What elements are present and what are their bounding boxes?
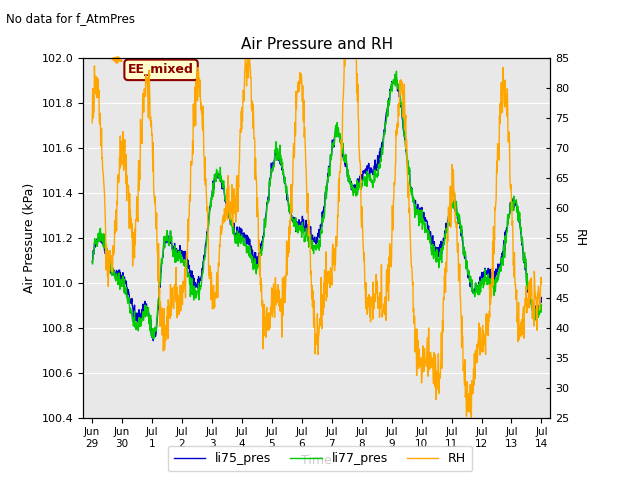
- li77_pres: [334, 133, 342, 139]
- li75_pres: [149, 338, 157, 344]
- RH: [467, 415, 475, 420]
- Line: li77_pres: li77_pres: [92, 71, 541, 339]
- li75_pres: [538, 295, 545, 300]
- li77_pres: [392, 68, 400, 74]
- li75_pres: [88, 259, 96, 264]
- RH: [324, 280, 332, 286]
- li77_pres: [240, 235, 248, 241]
- li77_pres: [538, 302, 545, 308]
- RH: [164, 336, 172, 342]
- li75_pres: [148, 327, 156, 333]
- Line: RH: RH: [92, 58, 541, 418]
- li75_pres: [391, 73, 399, 79]
- RH: [241, 55, 249, 60]
- RH: [334, 214, 342, 219]
- RH: [88, 120, 96, 126]
- Text: No data for f_AtmPres: No data for f_AtmPres: [6, 12, 136, 25]
- li75_pres: [164, 234, 172, 240]
- RH: [538, 280, 545, 286]
- li77_pres: [324, 165, 332, 171]
- li75_pres: [324, 164, 332, 169]
- Y-axis label: Air Pressure (kPa): Air Pressure (kPa): [23, 182, 36, 293]
- Title: Air Pressure and RH: Air Pressure and RH: [241, 37, 393, 52]
- RH: [148, 132, 156, 138]
- li77_pres: [148, 329, 156, 335]
- X-axis label: Time: Time: [301, 455, 332, 468]
- Legend: li75_pres, li77_pres, RH: li75_pres, li77_pres, RH: [168, 446, 472, 471]
- li77_pres: [88, 259, 96, 264]
- Line: li75_pres: li75_pres: [92, 76, 541, 341]
- Text: EE_mixed: EE_mixed: [113, 58, 194, 76]
- Y-axis label: RH: RH: [573, 228, 586, 247]
- li75_pres: [334, 131, 342, 136]
- RH: [284, 255, 291, 261]
- li75_pres: [284, 192, 291, 197]
- li75_pres: [240, 230, 248, 236]
- RH: [240, 90, 248, 96]
- li77_pres: [164, 236, 172, 242]
- li77_pres: [149, 336, 157, 342]
- li77_pres: [284, 192, 291, 197]
